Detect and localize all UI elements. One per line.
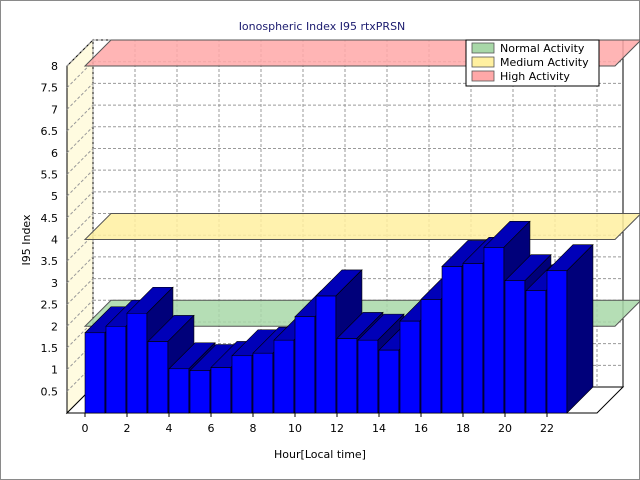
x-tick-label: 20 [498, 422, 512, 435]
y-tick-label: 5 [51, 190, 58, 203]
bar-front [84, 332, 106, 414]
y-tick-label: 2.5 [41, 299, 59, 312]
y-tick-label: 4 [51, 234, 58, 247]
legend-label: Medium Activity [500, 56, 589, 69]
bar-front [462, 263, 484, 414]
bar-front [252, 352, 274, 414]
y-tick-label: 6.5 [41, 125, 59, 138]
bar-front [420, 299, 442, 414]
y-tick-label: 7.5 [41, 82, 59, 95]
x-tick-label: 2 [124, 422, 131, 435]
bar-front [378, 349, 400, 414]
bar-front [231, 355, 253, 414]
x-tick-label: 6 [208, 422, 215, 435]
x-tick-label: 0 [82, 422, 89, 435]
y-axis-ticks: 0.5 1 1.5 2 2.5 3 3.5 4 4.5 5 5.5 6 6.5 7 7.5 8 [41, 60, 59, 398]
y-tick-label: 1.5 [41, 342, 59, 355]
y-tick-label: 3 [51, 277, 58, 290]
gridline-wall [66, 278, 94, 305]
x-axis-title: Hour[Local time] [274, 448, 366, 461]
y-tick-label: 2 [51, 320, 58, 333]
y-tick-label: 4.5 [41, 212, 59, 225]
bar-front [147, 341, 169, 414]
bar-front [525, 290, 547, 414]
bar-front [546, 270, 568, 414]
bar-front [483, 247, 505, 414]
y-tick-label: 5.5 [41, 168, 59, 181]
bar-series [84, 220, 594, 414]
x-axis-ticks: 0 2 4 6 8 10 12 14 16 18 20 22 [82, 413, 554, 435]
gridline-wall [66, 83, 94, 110]
bar-front [210, 367, 232, 414]
y-tick-label: 1 [51, 364, 58, 377]
bar-front [189, 370, 211, 414]
bar-front [105, 325, 127, 414]
bar-front [315, 295, 337, 414]
x-tick-label: 14 [372, 422, 386, 435]
legend-label: High Activity [500, 70, 570, 83]
x-tick-label: 4 [166, 422, 173, 435]
y-tick-label: 7 [51, 103, 58, 116]
y-tick-label: 8 [51, 60, 58, 73]
x-tick-label: 12 [330, 422, 344, 435]
band-plane [83, 213, 640, 240]
bar-front [441, 266, 463, 414]
y-axis-title: I95 Index [20, 214, 33, 266]
gridline-wall [66, 39, 94, 67]
y-tick-label: 6 [51, 147, 58, 160]
x-tick-label: 18 [456, 422, 470, 435]
y-tick-label: 3.5 [41, 255, 59, 268]
legend-swatch [471, 42, 495, 54]
legend-swatch [471, 56, 495, 68]
bar-front [273, 339, 295, 414]
bar-side [566, 244, 594, 414]
x-tick-label: 10 [288, 422, 302, 435]
x-tick-label: 22 [540, 422, 554, 435]
gridline-wall [66, 169, 94, 197]
bar-front [168, 368, 190, 414]
x-tick-label: 8 [250, 422, 257, 435]
bar-front [504, 280, 526, 414]
legend-label: Normal Activity [500, 42, 585, 55]
gridline-wall [66, 148, 94, 175]
gridline-wall [66, 126, 94, 154]
bar-front [357, 339, 379, 414]
legend-swatch [471, 70, 495, 82]
bar [546, 244, 594, 414]
bar-front [399, 320, 421, 414]
gridline-wall [66, 299, 94, 327]
y-tick-label: 0.5 [41, 385, 59, 398]
gridline-wall [66, 191, 94, 219]
chart-title: Ionospheric Index I95 rtxPRSN [239, 20, 406, 33]
gridline-wall [66, 256, 94, 284]
gridline-wall [66, 104, 94, 132]
gridline-wall [66, 213, 94, 240]
bar-front [294, 316, 316, 414]
x-tick-label: 16 [414, 422, 428, 435]
bar-front [336, 338, 358, 414]
bar-front [126, 312, 148, 414]
